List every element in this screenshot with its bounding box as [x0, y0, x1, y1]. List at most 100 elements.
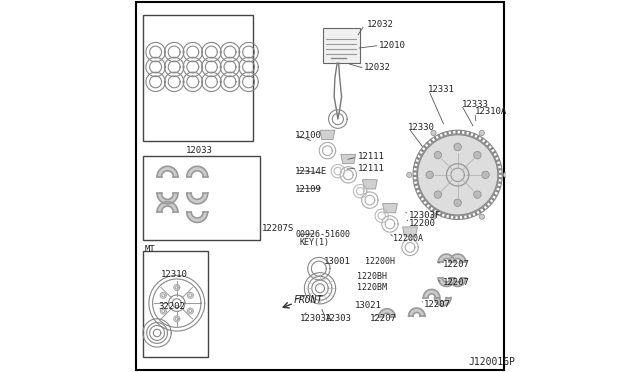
Polygon shape [494, 155, 499, 158]
Polygon shape [437, 134, 441, 138]
Polygon shape [480, 137, 484, 142]
Circle shape [482, 171, 489, 179]
Polygon shape [438, 278, 454, 286]
Polygon shape [187, 193, 207, 204]
Text: 12207: 12207 [443, 278, 470, 287]
Polygon shape [496, 159, 500, 162]
Polygon shape [495, 189, 499, 193]
Polygon shape [422, 199, 426, 203]
Text: 12032: 12032 [364, 63, 390, 72]
Polygon shape [414, 183, 418, 186]
Polygon shape [408, 308, 425, 316]
Polygon shape [428, 205, 432, 209]
Circle shape [417, 135, 498, 215]
Circle shape [426, 171, 433, 179]
Polygon shape [468, 132, 472, 136]
Text: MT: MT [145, 246, 155, 254]
Polygon shape [498, 181, 502, 184]
Polygon shape [320, 130, 335, 140]
Circle shape [431, 214, 436, 219]
Text: 12100: 12100 [294, 131, 321, 140]
Polygon shape [449, 254, 466, 262]
Polygon shape [413, 175, 417, 177]
Polygon shape [415, 161, 419, 164]
Polygon shape [446, 131, 449, 135]
Polygon shape [499, 173, 502, 175]
Polygon shape [440, 212, 443, 217]
Polygon shape [492, 151, 496, 154]
Text: 12314E: 12314E [294, 167, 327, 176]
Text: 12310A: 12310A [475, 107, 507, 116]
Circle shape [434, 191, 442, 198]
Circle shape [406, 172, 412, 177]
Text: 12333: 12333 [461, 100, 488, 109]
Polygon shape [485, 204, 489, 208]
Polygon shape [429, 139, 433, 143]
Text: 13001: 13001 [324, 257, 351, 266]
Polygon shape [435, 298, 451, 306]
Text: 12200H: 12200H [365, 257, 395, 266]
Polygon shape [491, 197, 495, 201]
Text: 12032: 12032 [367, 20, 394, 29]
Polygon shape [157, 193, 178, 204]
Polygon shape [464, 131, 467, 135]
Text: 12303F: 12303F [408, 211, 441, 220]
Polygon shape [478, 209, 482, 214]
Circle shape [434, 151, 442, 159]
Polygon shape [460, 130, 462, 134]
Text: J120016P: J120016P [468, 357, 516, 366]
Polygon shape [493, 193, 497, 197]
Polygon shape [449, 278, 466, 286]
Text: 12111: 12111 [358, 164, 385, 173]
Text: FRONT: FRONT [294, 295, 323, 305]
Polygon shape [438, 254, 454, 262]
Polygon shape [455, 130, 458, 134]
Polygon shape [483, 140, 488, 144]
Circle shape [479, 214, 484, 219]
Text: 12111: 12111 [358, 153, 385, 161]
Circle shape [431, 130, 436, 135]
Circle shape [479, 130, 484, 135]
Polygon shape [453, 215, 456, 219]
Text: 13021: 13021 [355, 301, 382, 310]
Polygon shape [462, 215, 465, 219]
Text: 12330: 12330 [408, 123, 435, 132]
Circle shape [474, 191, 481, 198]
Polygon shape [187, 166, 207, 177]
Polygon shape [490, 147, 493, 151]
Text: 12303: 12303 [324, 314, 351, 323]
Polygon shape [424, 202, 429, 206]
Bar [323, 28, 360, 63]
Polygon shape [444, 214, 447, 218]
Bar [143, 15, 253, 141]
Polygon shape [497, 185, 500, 189]
Text: 00926-51600: 00926-51600 [296, 230, 351, 239]
Polygon shape [470, 213, 474, 217]
Polygon shape [497, 163, 501, 166]
Circle shape [454, 199, 461, 206]
Polygon shape [472, 133, 476, 138]
Polygon shape [413, 170, 417, 173]
Polygon shape [431, 208, 435, 212]
Text: 12010: 12010 [379, 41, 406, 50]
Polygon shape [433, 136, 437, 141]
Text: 12331: 12331 [428, 85, 455, 94]
Circle shape [454, 143, 461, 151]
Text: 12207: 12207 [370, 314, 397, 323]
Polygon shape [157, 202, 178, 212]
Text: 12303A: 12303A [300, 314, 333, 323]
Polygon shape [474, 211, 478, 216]
Text: 12200: 12200 [410, 219, 436, 228]
Polygon shape [426, 142, 430, 146]
Polygon shape [362, 180, 378, 189]
Polygon shape [341, 154, 356, 164]
Text: 12207: 12207 [443, 260, 470, 269]
Polygon shape [420, 148, 424, 153]
Polygon shape [413, 179, 417, 182]
Polygon shape [442, 132, 445, 137]
Polygon shape [379, 309, 395, 317]
Polygon shape [449, 215, 451, 219]
Polygon shape [418, 153, 422, 156]
Text: 1220BM: 1220BM [357, 283, 387, 292]
Polygon shape [419, 195, 423, 199]
